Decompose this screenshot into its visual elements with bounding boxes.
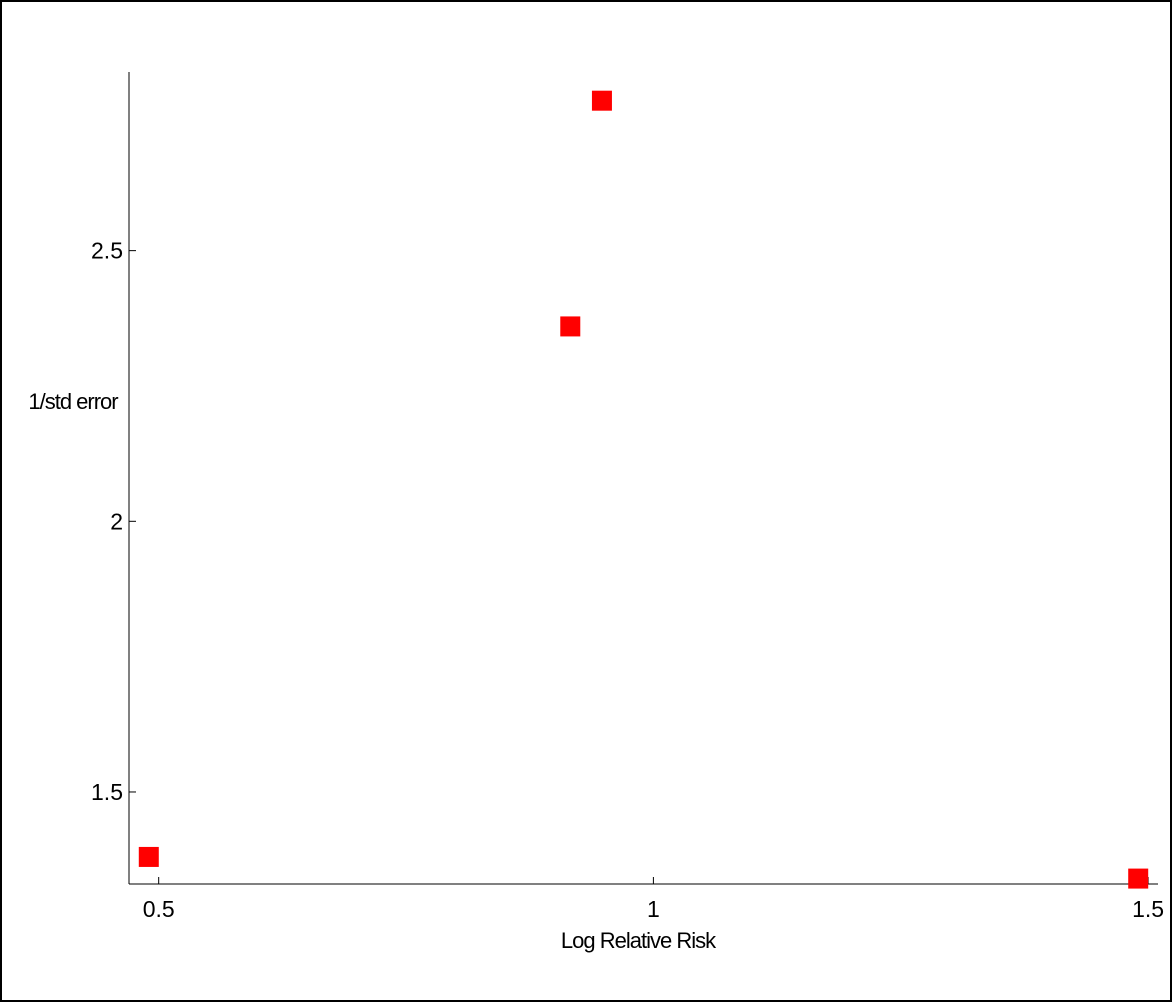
x-tick-label: 0.5 [143,896,175,922]
y-ticks: 1.5 2 2.5 [91,238,136,805]
x-tick-label: 1 [647,896,660,922]
data-point [1128,868,1149,889]
x-ticks: 0.5 1 1.5 [143,877,1164,922]
axes: 1.5 2 2.5 0.5 1 1.5 [91,72,1164,922]
y-axis-label: 1/std error [28,389,118,414]
data-points [138,90,1149,889]
x-tick-label: 1.5 [1132,896,1164,922]
x-axis-label: Log Relative Risk [561,928,717,953]
data-point [138,846,159,867]
data-point [560,316,581,337]
y-tick-label: 2.5 [91,238,123,264]
data-point [591,90,612,111]
y-tick-label: 1.5 [91,779,123,805]
y-tick-label: 2 [110,508,123,534]
